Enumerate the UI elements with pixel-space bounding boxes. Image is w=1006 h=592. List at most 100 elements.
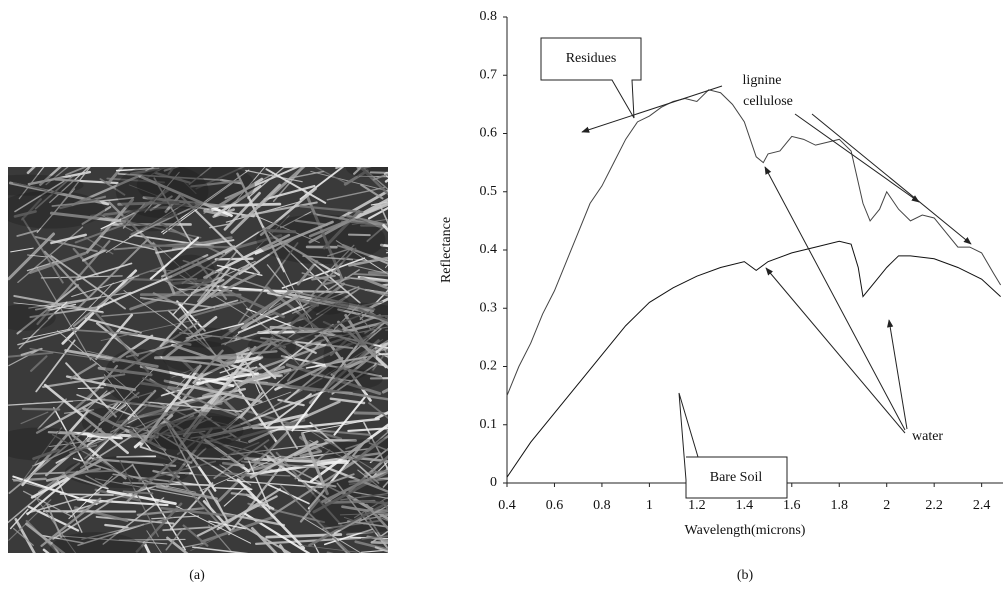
straw xyxy=(287,289,376,311)
straw xyxy=(372,509,388,512)
y-tick-label: 0.1 xyxy=(480,417,498,432)
straw xyxy=(365,503,388,531)
straw xyxy=(361,494,388,497)
straw xyxy=(241,201,318,218)
straw xyxy=(167,167,176,176)
straw xyxy=(318,473,355,488)
straw xyxy=(81,206,112,225)
straw xyxy=(84,401,152,460)
straw xyxy=(153,177,192,244)
series-line xyxy=(506,89,1002,396)
straw xyxy=(160,222,225,256)
straw xyxy=(39,167,62,186)
y-tick-label: 0.6 xyxy=(480,126,498,141)
straw xyxy=(137,174,233,218)
straw xyxy=(103,391,140,422)
straw xyxy=(385,264,388,269)
straw xyxy=(84,317,142,334)
straw xyxy=(228,389,327,430)
straw xyxy=(17,329,71,346)
shadow xyxy=(8,190,106,229)
straw xyxy=(46,503,63,540)
straw xyxy=(379,204,388,225)
shadow xyxy=(323,330,377,381)
straw xyxy=(139,365,235,388)
straw xyxy=(269,417,380,432)
straw xyxy=(203,209,229,218)
straw xyxy=(190,430,237,439)
straw xyxy=(351,218,388,225)
straw xyxy=(119,460,159,538)
straw xyxy=(26,167,36,175)
shadow xyxy=(247,333,297,359)
x-tick-label: 0.8 xyxy=(593,498,611,513)
straw xyxy=(21,217,64,284)
shadow xyxy=(81,407,129,437)
shadow xyxy=(64,456,190,489)
bare-soil-callout xyxy=(678,392,788,499)
straw xyxy=(343,169,369,186)
x-tick-label: 1.8 xyxy=(830,498,848,513)
straw xyxy=(180,195,261,275)
shadow xyxy=(120,207,181,232)
straw xyxy=(339,512,388,516)
straw xyxy=(166,421,217,492)
straw xyxy=(340,492,388,501)
straw xyxy=(22,326,80,340)
straw xyxy=(348,256,388,267)
straw xyxy=(70,362,97,380)
straw xyxy=(192,349,224,384)
straw xyxy=(30,469,117,475)
straw xyxy=(85,198,134,254)
straw xyxy=(166,536,189,553)
straw xyxy=(357,275,388,282)
straw xyxy=(345,214,388,227)
straw xyxy=(361,535,388,540)
straw xyxy=(381,283,388,287)
straw xyxy=(67,282,114,330)
straw xyxy=(139,297,216,309)
straw xyxy=(370,541,388,545)
straw xyxy=(168,245,236,279)
straw xyxy=(366,222,388,243)
straw xyxy=(13,210,37,218)
straw xyxy=(176,300,206,332)
straw xyxy=(219,290,292,340)
straw xyxy=(364,511,388,551)
straw xyxy=(327,247,352,257)
straw xyxy=(86,350,142,365)
straw xyxy=(291,296,320,307)
straw xyxy=(142,541,151,553)
straw xyxy=(237,522,292,553)
straw xyxy=(249,440,319,479)
straw xyxy=(145,401,243,413)
straw xyxy=(357,308,388,322)
straw xyxy=(367,460,388,483)
straw xyxy=(81,406,167,452)
straw xyxy=(252,425,315,430)
straw xyxy=(192,546,249,553)
straw xyxy=(336,482,388,551)
straw xyxy=(269,340,294,359)
straw xyxy=(360,167,388,196)
straw xyxy=(377,314,388,317)
straw xyxy=(208,524,233,553)
straw xyxy=(213,184,262,217)
straw xyxy=(177,430,206,436)
straw xyxy=(169,482,214,530)
straw xyxy=(118,538,186,541)
straw xyxy=(26,470,79,516)
straw xyxy=(386,466,388,470)
straw xyxy=(179,332,238,340)
straw xyxy=(116,455,157,458)
straw xyxy=(219,372,290,435)
residue-photo xyxy=(8,167,388,553)
straw xyxy=(105,202,186,253)
straw xyxy=(164,420,212,509)
shadow xyxy=(322,438,388,463)
straw xyxy=(370,530,388,544)
straw xyxy=(73,506,129,523)
shadow xyxy=(50,532,143,553)
straw xyxy=(248,212,320,244)
